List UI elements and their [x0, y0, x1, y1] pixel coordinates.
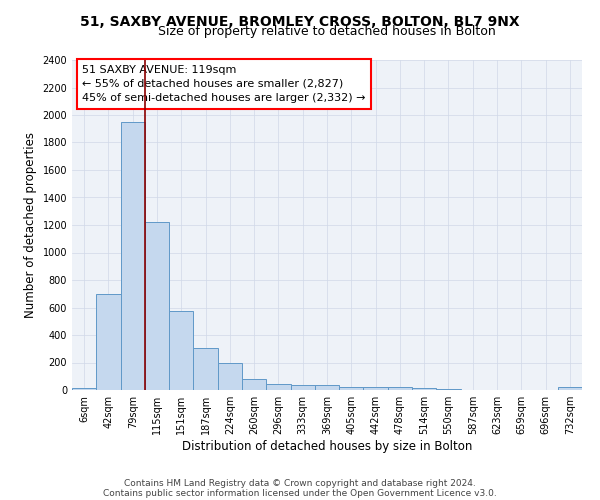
Bar — [388, 387, 412, 390]
Bar — [339, 386, 364, 390]
Bar — [558, 387, 582, 390]
Y-axis label: Number of detached properties: Number of detached properties — [24, 132, 37, 318]
Bar — [290, 385, 315, 390]
Text: 51, SAXBY AVENUE, BROMLEY CROSS, BOLTON, BL7 9NX: 51, SAXBY AVENUE, BROMLEY CROSS, BOLTON,… — [80, 15, 520, 29]
Bar — [72, 388, 96, 390]
Title: Size of property relative to detached houses in Bolton: Size of property relative to detached ho… — [158, 25, 496, 38]
Bar — [266, 384, 290, 390]
Bar — [145, 222, 169, 390]
Bar — [412, 388, 436, 390]
Bar — [193, 348, 218, 390]
Bar — [364, 387, 388, 390]
Text: Contains HM Land Registry data © Crown copyright and database right 2024.: Contains HM Land Registry data © Crown c… — [124, 478, 476, 488]
Bar — [242, 379, 266, 390]
Bar — [218, 362, 242, 390]
Bar — [169, 311, 193, 390]
Text: 51 SAXBY AVENUE: 119sqm
← 55% of detached houses are smaller (2,827)
45% of semi: 51 SAXBY AVENUE: 119sqm ← 55% of detache… — [82, 65, 366, 103]
Bar — [315, 385, 339, 390]
Bar — [121, 122, 145, 390]
X-axis label: Distribution of detached houses by size in Bolton: Distribution of detached houses by size … — [182, 440, 472, 453]
Bar — [96, 294, 121, 390]
Text: Contains public sector information licensed under the Open Government Licence v3: Contains public sector information licen… — [103, 488, 497, 498]
